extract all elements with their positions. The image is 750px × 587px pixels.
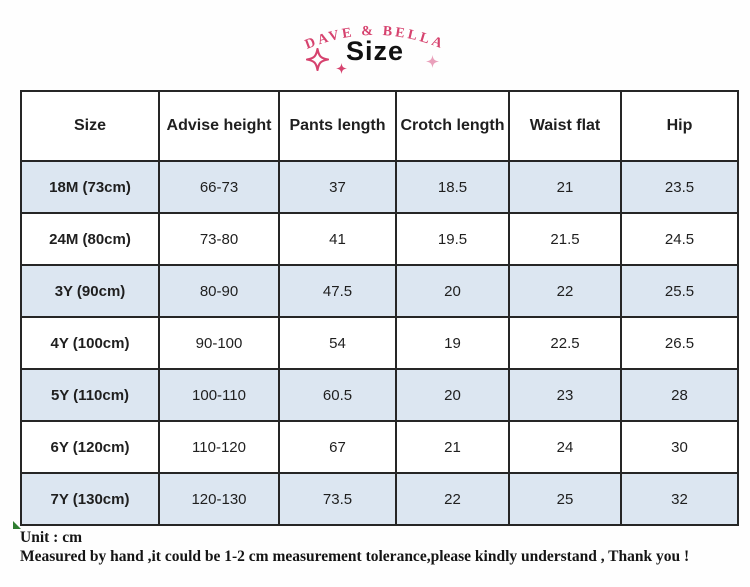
table-row: 5Y (110cm) 100-110 60.5 20 23 28 bbox=[20, 368, 739, 422]
column-header-pants-length: Pants length bbox=[278, 90, 397, 162]
cell-hip: 24.5 bbox=[620, 212, 739, 266]
table-header-row: Size Advise height Pants length Crotch l… bbox=[20, 90, 739, 162]
cell-advise-height: 120-130 bbox=[158, 472, 280, 526]
cell-crotch-length: 21 bbox=[395, 420, 510, 474]
cell-size: 7Y (130cm) bbox=[20, 472, 160, 526]
column-header-crotch-length: Crotch length bbox=[395, 90, 510, 162]
header: DAVE & BELLA Size bbox=[0, 0, 750, 90]
table-row: 6Y (120cm) 110-120 67 21 24 30 bbox=[20, 420, 739, 474]
sparkle-filled-icon bbox=[336, 63, 347, 74]
cell-hip: 23.5 bbox=[620, 160, 739, 214]
cell-pants-length: 60.5 bbox=[278, 368, 397, 422]
cell-advise-height: 73-80 bbox=[158, 212, 280, 266]
cell-waist-flat: 22 bbox=[508, 264, 622, 318]
cell-size: 24M (80cm) bbox=[20, 212, 160, 266]
cell-crotch-length: 20 bbox=[395, 264, 510, 318]
cell-pants-length: 67 bbox=[278, 420, 397, 474]
sparkle-filled-icon bbox=[426, 55, 439, 68]
cell-hip: 32 bbox=[620, 472, 739, 526]
unit-label: Unit : cm bbox=[20, 529, 82, 546]
cell-size: 3Y (90cm) bbox=[20, 264, 160, 318]
cell-hip: 30 bbox=[620, 420, 739, 474]
cell-pants-length: 37 bbox=[278, 160, 397, 214]
cell-waist-flat: 24 bbox=[508, 420, 622, 474]
cell-waist-flat: 25 bbox=[508, 472, 622, 526]
cell-pants-length: 41 bbox=[278, 212, 397, 266]
cell-size: 6Y (120cm) bbox=[20, 420, 160, 474]
sparkle-outline-icon bbox=[306, 48, 329, 71]
cell-hip: 26.5 bbox=[620, 316, 739, 370]
cell-advise-height: 100-110 bbox=[158, 368, 280, 422]
page-title: Size bbox=[345, 36, 405, 66]
cell-waist-flat: 21 bbox=[508, 160, 622, 214]
table-row: 3Y (90cm) 80-90 47.5 20 22 25.5 bbox=[20, 264, 739, 318]
cell-size: 5Y (110cm) bbox=[20, 368, 160, 422]
green-corner-marker bbox=[13, 521, 21, 529]
cell-pants-length: 47.5 bbox=[278, 264, 397, 318]
brand-arch-text: DAVE & BELLA bbox=[303, 24, 444, 53]
column-header-advise-height: Advise height bbox=[158, 90, 280, 162]
footer-note: Unit : cm Measured by hand ,it could be … bbox=[20, 528, 740, 567]
cell-advise-height: 90-100 bbox=[158, 316, 280, 370]
tolerance-note: Measured by hand ,it could be 1-2 cm mea… bbox=[20, 548, 690, 566]
cell-advise-height: 80-90 bbox=[158, 264, 280, 318]
cell-crotch-length: 19.5 bbox=[395, 212, 510, 266]
column-header-hip: Hip bbox=[620, 90, 739, 162]
column-header-waist-flat: Waist flat bbox=[508, 90, 622, 162]
size-table: Size Advise height Pants length Crotch l… bbox=[20, 90, 739, 526]
cell-advise-height: 110-120 bbox=[158, 420, 280, 474]
cell-waist-flat: 22.5 bbox=[508, 316, 622, 370]
cell-waist-flat: 23 bbox=[508, 368, 622, 422]
cell-crotch-length: 20 bbox=[395, 368, 510, 422]
cell-pants-length: 54 bbox=[278, 316, 397, 370]
cell-crotch-length: 18.5 bbox=[395, 160, 510, 214]
cell-size: 18M (73cm) bbox=[20, 160, 160, 214]
column-header-size: Size bbox=[20, 90, 160, 162]
table-row: 24M (80cm) 73-80 41 19.5 21.5 24.5 bbox=[20, 212, 739, 266]
cell-waist-flat: 21.5 bbox=[508, 212, 622, 266]
cell-hip: 28 bbox=[620, 368, 739, 422]
table-row: 4Y (100cm) 90-100 54 19 22.5 26.5 bbox=[20, 316, 739, 370]
cell-crotch-length: 19 bbox=[395, 316, 510, 370]
cell-advise-height: 66-73 bbox=[158, 160, 280, 214]
table-row: 7Y (130cm) 120-130 73.5 22 25 32 bbox=[20, 472, 739, 526]
cell-size: 4Y (100cm) bbox=[20, 316, 160, 370]
cell-hip: 25.5 bbox=[620, 264, 739, 318]
cell-pants-length: 73.5 bbox=[278, 472, 397, 526]
cell-crotch-length: 22 bbox=[395, 472, 510, 526]
table-row: 18M (73cm) 66-73 37 18.5 21 23.5 bbox=[20, 160, 739, 214]
